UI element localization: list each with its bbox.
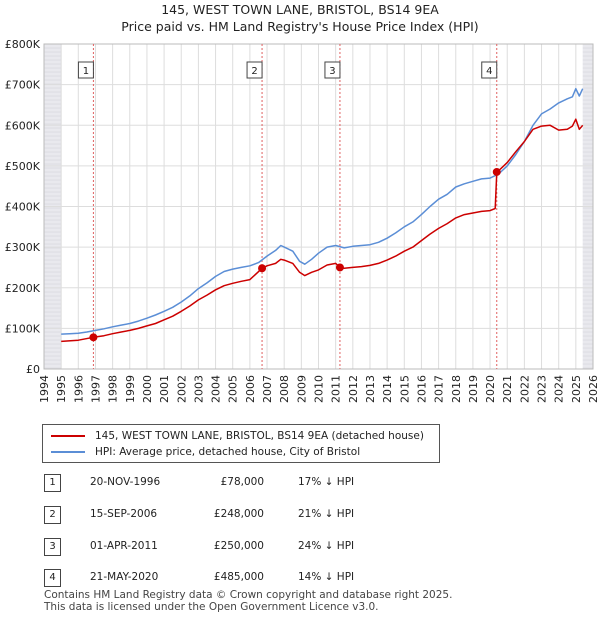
x-tick-label: 2014: [381, 375, 394, 403]
sale-price: £250,000: [213, 540, 264, 552]
y-tick-label: £500K: [5, 160, 41, 173]
x-tick-label: 2007: [261, 375, 274, 403]
x-tick-label: 2006: [244, 375, 257, 403]
x-tick-label: 2004: [210, 375, 223, 403]
footer-licence: This data is licensed under the Open Gov…: [44, 601, 379, 613]
plot-border: [43, 43, 594, 370]
y-tick-label: £700K: [5, 79, 41, 92]
sale-point: [89, 333, 98, 342]
x-tick-label: 2008: [278, 375, 291, 403]
x-tick-label: 2000: [141, 375, 154, 403]
chart-title: 145, WEST TOWN LANE, BRISTOL, BS14 9EA: [161, 2, 439, 17]
sale-label-box: [324, 61, 341, 79]
x-tick-label: 2017: [433, 375, 446, 403]
x-tick-label: 1996: [72, 375, 85, 403]
sale-row: 2 15-SEP-2006 £248,000 21% ↓ HPI: [44, 506, 384, 524]
sale-hpi-diff: 17% ↓ HPI: [298, 476, 355, 488]
sale-date: 20-NOV-1996: [90, 476, 161, 488]
x-tick-label: 1997: [89, 375, 102, 403]
x-tick-label: 2003: [192, 375, 205, 403]
hpi-series-line: [61, 87, 584, 335]
sale-row: 1 20-NOV-1996 £78,000 17% ↓ HPI: [44, 474, 384, 492]
y-tick-label: £200K: [5, 282, 41, 295]
x-tick-label: 2011: [330, 375, 343, 403]
x-tick-label: 2009: [295, 375, 308, 403]
legend-swatch-property: [51, 435, 85, 437]
x-tick-label: 2002: [175, 375, 188, 403]
x-tick-label: 2021: [501, 375, 514, 403]
sale-hpi-diff: 24% ↓ HPI: [298, 540, 355, 552]
legend: 145, WEST TOWN LANE, BRISTOL, BS14 9EA (…: [42, 424, 440, 463]
sale-point: [492, 167, 501, 176]
sale-date: 21-MAY-2020: [90, 571, 159, 583]
sale-badge: 4: [44, 569, 61, 587]
y-tick-label: £100K: [5, 322, 41, 335]
y-tick-label: £400K: [5, 201, 41, 214]
x-tick-label: 2001: [158, 375, 171, 403]
sale-date: 15-SEP-2006: [90, 508, 158, 520]
x-tick-label: 1999: [124, 375, 137, 403]
sale-label-number: 3: [329, 66, 335, 77]
sale-row: 3 01-APR-2011 £250,000 24% ↓ HPI: [44, 538, 384, 556]
x-tick-label: 2023: [536, 375, 549, 403]
sale-label-box: [77, 61, 94, 79]
x-tick-label: 2022: [518, 375, 531, 403]
y-tick-label: £600K: [5, 119, 41, 132]
x-tick-label: 2015: [398, 375, 411, 403]
sale-price: £78,000: [220, 476, 264, 488]
sale-date: 01-APR-2011: [90, 540, 158, 552]
chart-subtitle: Price paid vs. HM Land Registry's House …: [121, 19, 479, 34]
x-tick-label: 1998: [107, 375, 120, 403]
x-tick-label: 2016: [415, 375, 428, 403]
x-tick-label: 2012: [347, 375, 360, 403]
x-tick-label: 2013: [364, 375, 377, 403]
x-tick-label: 2020: [484, 375, 497, 403]
y-tick-label: £0: [26, 363, 40, 376]
y-tick-label: £300K: [5, 241, 41, 254]
sale-hpi-diff: 21% ↓ HPI: [298, 508, 355, 520]
x-tick-label: 2026: [587, 375, 600, 403]
sale-point: [335, 263, 344, 272]
price-chart: £0 £100K £200K £300K £400K £500K £600K £700K £80…: [5, 38, 600, 403]
sale-point: [258, 264, 267, 273]
sale-row: 4 21-MAY-2020 £485,000 14% ↓ HPI: [44, 569, 384, 587]
sale-badge: 1: [44, 474, 61, 492]
x-tick-label: 2025: [570, 375, 583, 403]
footer-copyright: Contains HM Land Registry data © Crown c…: [44, 589, 453, 601]
sale-label-box: [246, 61, 263, 79]
sale-badge: 3: [44, 538, 61, 556]
legend-swatch-hpi: [51, 451, 85, 453]
x-tick-label: 2005: [227, 375, 240, 403]
x-tick-label: 2018: [450, 375, 463, 403]
sale-label-box: [481, 61, 498, 79]
x-tick-label: 1995: [55, 375, 68, 403]
legend-label-hpi: HPI: Average price, detached house, City…: [95, 446, 361, 458]
sale-price: £485,000: [213, 571, 264, 583]
x-tick-label: 1994: [38, 375, 51, 403]
sale-label-number: 1: [83, 66, 89, 77]
sale-label-number: 4: [486, 66, 492, 77]
sale-price: £248,000: [213, 508, 264, 520]
sale-badge: 2: [44, 506, 61, 524]
x-tick-label: 2010: [313, 375, 326, 403]
x-tick-label: 2024: [553, 375, 566, 403]
legend-label-property: 145, WEST TOWN LANE, BRISTOL, BS14 9EA (…: [95, 430, 424, 442]
x-tick-label: 2019: [467, 375, 480, 403]
sale-hpi-diff: 14% ↓ HPI: [298, 571, 355, 583]
sale-label-number: 2: [251, 66, 257, 77]
y-tick-label: £800K: [5, 38, 41, 51]
